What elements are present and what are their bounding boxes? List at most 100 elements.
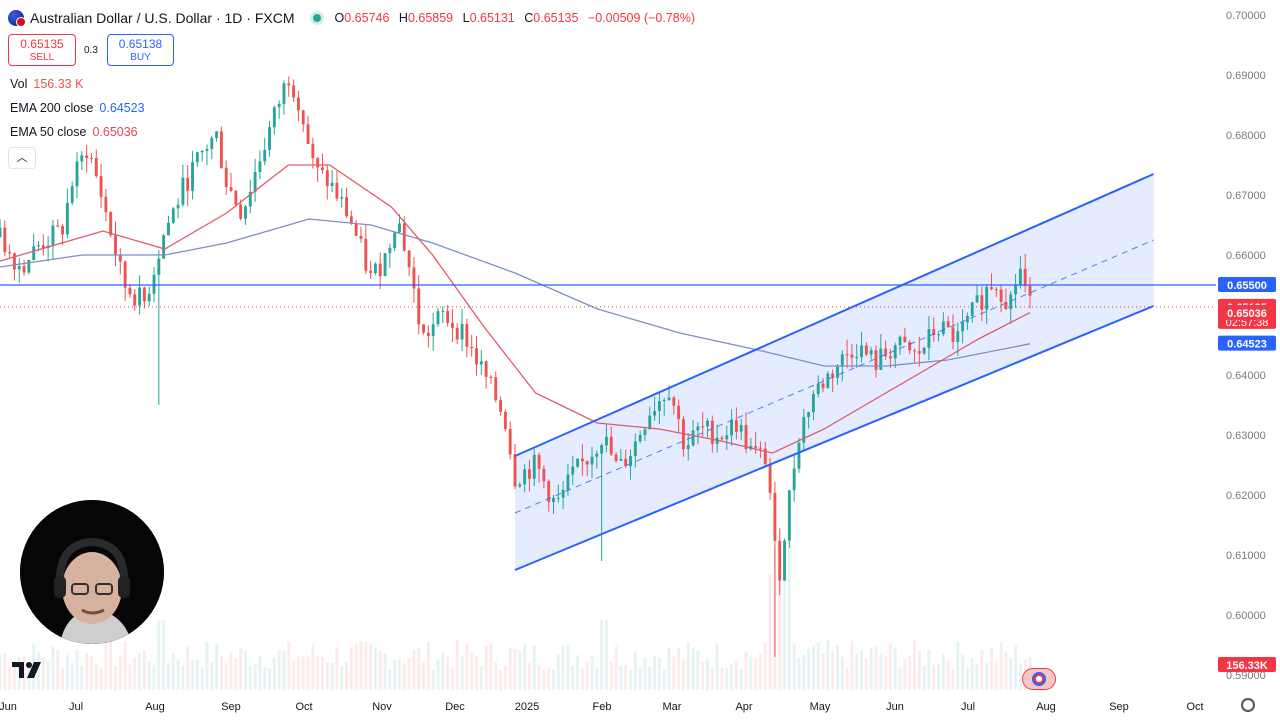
x-tick-label: Apr (735, 701, 752, 713)
volume-bar (80, 665, 84, 690)
candle-body (513, 454, 517, 487)
volume-bar (653, 655, 657, 690)
candle-body (619, 458, 623, 461)
candle-body (696, 426, 700, 431)
candle-body (359, 235, 363, 239)
indicator-volume[interactable]: Vol 156.33 K (10, 77, 84, 91)
volume-bar (253, 663, 257, 690)
candle-body (484, 361, 488, 377)
volume-bar (518, 650, 522, 690)
volume-bar (167, 663, 170, 690)
volume-bar (94, 664, 98, 690)
volume-bar (580, 668, 584, 690)
candle-body (210, 137, 214, 149)
volume-bar (739, 669, 743, 690)
collapse-indicators-button[interactable]: ︿ (8, 147, 36, 169)
sell-button[interactable]: 0.65135 SELL (8, 34, 76, 66)
sell-label: SELL (29, 52, 55, 63)
webcam-overlay (20, 500, 164, 644)
candle-body (922, 347, 926, 354)
candle-body (691, 430, 695, 446)
candle-body (90, 157, 93, 159)
candle-body (1023, 268, 1027, 286)
volume-bar (99, 668, 103, 690)
volume-bar (662, 669, 666, 690)
volume-bar (701, 661, 705, 690)
volume-bar (138, 653, 142, 690)
channel-lower-line (514, 305, 1154, 571)
symbol-title[interactable]: Australian Dollar / U.S. Dollar · 1D · F… (30, 10, 295, 26)
candle-body (306, 124, 310, 144)
volume-bar (648, 666, 652, 690)
volume-bar (792, 643, 796, 690)
candle-body (460, 323, 464, 340)
x-tick-label: Dec (445, 701, 465, 713)
indicator-ema50[interactable]: EMA 50 close 0.65036 (10, 125, 138, 139)
volume-bar (340, 666, 344, 690)
candle-body (383, 253, 387, 277)
volume-bar (383, 653, 387, 690)
volume-bar (157, 620, 161, 690)
x-tick-label: Aug (1036, 701, 1056, 713)
candle-body (41, 245, 45, 249)
volume-bar (378, 650, 382, 690)
buy-button[interactable]: 0.65138 BUY (107, 34, 174, 66)
volume-bar (263, 667, 267, 690)
volume-bar (224, 662, 228, 690)
candle-body (229, 187, 233, 191)
candle-body (104, 196, 108, 213)
x-tick-label: Jul (961, 701, 975, 713)
volume-bar (373, 647, 377, 690)
volume-bar (56, 650, 60, 690)
candle-body (970, 302, 974, 316)
volume-bar (1014, 645, 1018, 690)
candle-body (807, 412, 811, 418)
candle-body (845, 354, 849, 356)
candle-body (1004, 301, 1008, 310)
volume-bar (672, 656, 676, 690)
volume-bar (941, 654, 945, 690)
candle-body (3, 227, 7, 253)
volume-bar (171, 653, 175, 690)
candle-body (499, 400, 503, 412)
candle-body (893, 345, 897, 359)
candle-body (17, 266, 21, 270)
x-tick-label: Jun (0, 701, 17, 713)
candle-body (479, 361, 483, 365)
candle-body (61, 226, 65, 235)
volume-bar (484, 646, 488, 690)
volume-bar (465, 643, 469, 690)
indicator-ema200[interactable]: EMA 200 close 0.64523 (10, 101, 145, 115)
usd-event-flag-icon[interactable] (1022, 668, 1056, 690)
candle-body (224, 167, 228, 188)
settings-gear-icon[interactable] (1241, 698, 1255, 712)
candle-body (123, 261, 127, 288)
candle-body (32, 246, 36, 260)
candle-body (465, 323, 469, 347)
candle-body (268, 127, 271, 150)
candle-body (292, 85, 296, 98)
candle-body (990, 287, 993, 290)
candle-body (836, 366, 839, 378)
volume-bar (682, 659, 685, 690)
volume-bar (860, 650, 863, 690)
volume-bar (272, 657, 276, 690)
volume-bar (460, 656, 464, 690)
volume-bar (744, 651, 748, 690)
candle-body (157, 258, 161, 275)
volume-bar (162, 620, 166, 690)
candle-body (138, 287, 142, 306)
candle-body (903, 336, 907, 343)
candle-body (783, 540, 786, 581)
candle-body (142, 287, 146, 302)
candle-body (759, 447, 762, 449)
volume-bar (282, 650, 286, 690)
price-scale (1216, 0, 1280, 720)
candle-body (191, 162, 194, 191)
volume-bar (605, 620, 608, 690)
volume-bar (542, 668, 546, 690)
candle-body (571, 466, 575, 475)
volume-price-label: 156.33K (1226, 660, 1268, 672)
y-tick-label: 0.70000 (1226, 10, 1266, 22)
